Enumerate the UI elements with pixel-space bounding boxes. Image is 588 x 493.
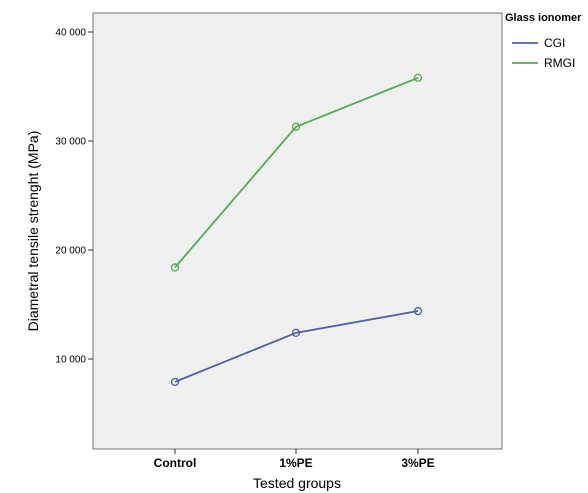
legend-label-cgi: CGI (544, 36, 565, 50)
legend-label-rmgi: RMGI (544, 56, 575, 70)
data-point-cgi (413, 306, 423, 316)
y-tick-label: 20 000 (55, 246, 86, 257)
y-axis-title: Diametral tensile strenght (MPa) (25, 131, 41, 332)
y-axis: 10 000 20 000 30 000 40 000 (55, 28, 93, 366)
data-point-rmgi (291, 122, 301, 131)
y-tick-label: 40 000 (55, 28, 86, 39)
y-tick-label: 10 000 (55, 355, 86, 366)
series-line-rmgi (174, 76, 419, 269)
x-tick-label: Control (154, 456, 197, 470)
data-point-rmgi (413, 73, 423, 82)
legend-title: Glass ionomer (505, 12, 582, 24)
series-line-cgi (174, 310, 419, 383)
x-axis: Control 1%PE 3%PE (154, 449, 435, 470)
y-tick-label: 30 000 (55, 137, 86, 148)
data-point-rmgi (170, 263, 180, 272)
x-tick-label: 1%PE (279, 456, 312, 470)
data-point-cgi (291, 328, 301, 337)
x-axis-title: Tested groups (253, 475, 341, 491)
series-layer (170, 73, 423, 387)
data-point-cgi (170, 377, 180, 387)
legend: Glass ionomer CGI RMGI (505, 12, 582, 70)
plot-area (92, 12, 503, 450)
x-tick-label: 3%PE (401, 456, 434, 470)
